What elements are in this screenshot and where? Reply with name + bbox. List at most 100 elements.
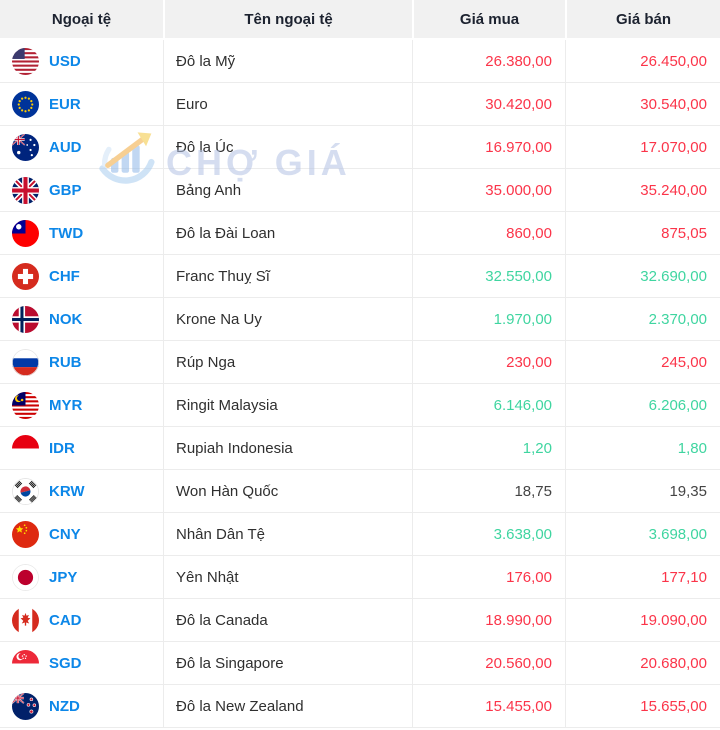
table-row: KRW Won Hàn Quốc 18,75 19,35 xyxy=(0,470,720,513)
table-row: NZD Đô la New Zealand 15.455,00 15.655,0… xyxy=(0,685,720,728)
currency-cell: RUB xyxy=(0,341,163,383)
sell-price: 3.698,00 xyxy=(565,513,720,555)
table-row: JPY Yên Nhật 176,00 177,10 xyxy=(0,556,720,599)
buy-price: 176,00 xyxy=(412,556,565,598)
cad-flag-icon xyxy=(12,606,39,634)
currency-code-link[interactable]: EUR xyxy=(49,95,81,113)
currency-cell: TWD xyxy=(0,212,163,254)
buy-price: 230,00 xyxy=(412,341,565,383)
table-body: USD Đô la Mỹ 26.380,00 26.450,00 EUR Eur… xyxy=(0,40,720,728)
currency-name: Won Hàn Quốc xyxy=(163,470,412,512)
buy-price: 35.000,00 xyxy=(412,169,565,211)
currency-code-link[interactable]: MYR xyxy=(49,396,83,414)
currency-name: Yên Nhật xyxy=(163,556,412,598)
sgd-flag-icon xyxy=(12,649,39,677)
sell-price: 245,00 xyxy=(565,341,720,383)
currency-code-link[interactable]: KRW xyxy=(49,482,85,500)
currency-name: Đô la Đài Loan xyxy=(163,212,412,254)
currency-code-link[interactable]: AUD xyxy=(49,138,82,156)
currency-cell: AUD xyxy=(0,126,163,168)
currency-cell: NOK xyxy=(0,298,163,340)
currency-cell: EUR xyxy=(0,83,163,125)
currency-name: Euro xyxy=(163,83,412,125)
currency-code-link[interactable]: RUB xyxy=(49,353,82,371)
sell-price: 17.070,00 xyxy=(565,126,720,168)
sell-price: 15.655,00 xyxy=(565,685,720,727)
currency-cell: GBP xyxy=(0,169,163,211)
nzd-flag-icon xyxy=(12,692,39,720)
myr-flag-icon xyxy=(12,391,39,419)
buy-price: 32.550,00 xyxy=(412,255,565,297)
buy-price: 16.970,00 xyxy=(412,126,565,168)
currency-code-link[interactable]: CHF xyxy=(49,267,80,285)
currency-name: Đô la New Zealand xyxy=(163,685,412,727)
sell-price: 1,80 xyxy=(565,427,720,469)
table-row: NOK Krone Na Uy 1.970,00 2.370,00 xyxy=(0,298,720,341)
currency-name: Rupiah Indonesia xyxy=(163,427,412,469)
currency-cell: SGD xyxy=(0,642,163,684)
buy-price: 15.455,00 xyxy=(412,685,565,727)
currency-code-link[interactable]: TWD xyxy=(49,224,84,242)
currency-code-link[interactable]: JPY xyxy=(49,568,78,586)
buy-price: 1,20 xyxy=(412,427,565,469)
buy-price: 6.146,00 xyxy=(412,384,565,426)
currency-code-link[interactable]: NOK xyxy=(49,310,83,328)
currency-code-link[interactable]: CAD xyxy=(49,611,82,629)
currency-code-link[interactable]: GBP xyxy=(49,181,82,199)
currency-cell: CHF xyxy=(0,255,163,297)
table-row: AUD Đô la Úc 16.970,00 17.070,00 xyxy=(0,126,720,169)
eur-flag-icon xyxy=(12,90,39,118)
sell-price: 6.206,00 xyxy=(565,384,720,426)
currency-code-link[interactable]: NZD xyxy=(49,697,80,715)
buy-price: 18,75 xyxy=(412,470,565,512)
header-currency-name: Tên ngoại tệ xyxy=(163,0,412,38)
jpy-flag-icon xyxy=(12,563,39,591)
twd-flag-icon xyxy=(12,219,39,247)
currency-cell: CNY xyxy=(0,513,163,555)
usd-flag-icon xyxy=(12,47,39,75)
sell-price: 32.690,00 xyxy=(565,255,720,297)
currency-cell: IDR xyxy=(0,427,163,469)
sell-price: 35.240,00 xyxy=(565,169,720,211)
currency-code-link[interactable]: CNY xyxy=(49,525,81,543)
table-row: CAD Đô la Canada 18.990,00 19.090,00 xyxy=(0,599,720,642)
chf-flag-icon xyxy=(12,262,39,290)
table-row: CHF Franc Thuỵ Sĩ 32.550,00 32.690,00 xyxy=(0,255,720,298)
currency-name: Rúp Nga xyxy=(163,341,412,383)
buy-price: 20.560,00 xyxy=(412,642,565,684)
sell-price: 30.540,00 xyxy=(565,83,720,125)
sell-price: 20.680,00 xyxy=(565,642,720,684)
gbp-flag-icon xyxy=(12,176,39,204)
table-header-row: Ngoại tệ Tên ngoại tệ Giá mua Giá bán xyxy=(0,0,720,38)
table-row: MYR Ringit Malaysia 6.146,00 6.206,00 xyxy=(0,384,720,427)
currency-cell: CAD xyxy=(0,599,163,641)
rub-flag-icon xyxy=(12,348,39,376)
currency-name: Bảng Anh xyxy=(163,169,412,211)
currency-cell: NZD xyxy=(0,685,163,727)
buy-price: 26.380,00 xyxy=(412,40,565,82)
currency-code-link[interactable]: IDR xyxy=(49,439,75,457)
buy-price: 18.990,00 xyxy=(412,599,565,641)
idr-flag-icon xyxy=(12,434,39,462)
currency-code-link[interactable]: USD xyxy=(49,52,81,70)
table-row: EUR Euro 30.420,00 30.540,00 xyxy=(0,83,720,126)
currency-name: Đô la Mỹ xyxy=(163,40,412,82)
currency-code-link[interactable]: SGD xyxy=(49,654,82,672)
header-buy-price: Giá mua xyxy=(412,0,565,38)
buy-price: 30.420,00 xyxy=(412,83,565,125)
krw-flag-icon xyxy=(12,477,39,505)
sell-price: 2.370,00 xyxy=(565,298,720,340)
sell-price: 19,35 xyxy=(565,470,720,512)
header-currency: Ngoại tệ xyxy=(0,0,163,38)
table-row: GBP Bảng Anh 35.000,00 35.240,00 xyxy=(0,169,720,212)
currency-name: Krone Na Uy xyxy=(163,298,412,340)
currency-cell: JPY xyxy=(0,556,163,598)
sell-price: 26.450,00 xyxy=(565,40,720,82)
currency-name: Nhân Dân Tệ xyxy=(163,513,412,555)
currency-name: Đô la Úc xyxy=(163,126,412,168)
sell-price: 177,10 xyxy=(565,556,720,598)
nok-flag-icon xyxy=(12,305,39,333)
table-row: IDR Rupiah Indonesia 1,20 1,80 xyxy=(0,427,720,470)
buy-price: 1.970,00 xyxy=(412,298,565,340)
